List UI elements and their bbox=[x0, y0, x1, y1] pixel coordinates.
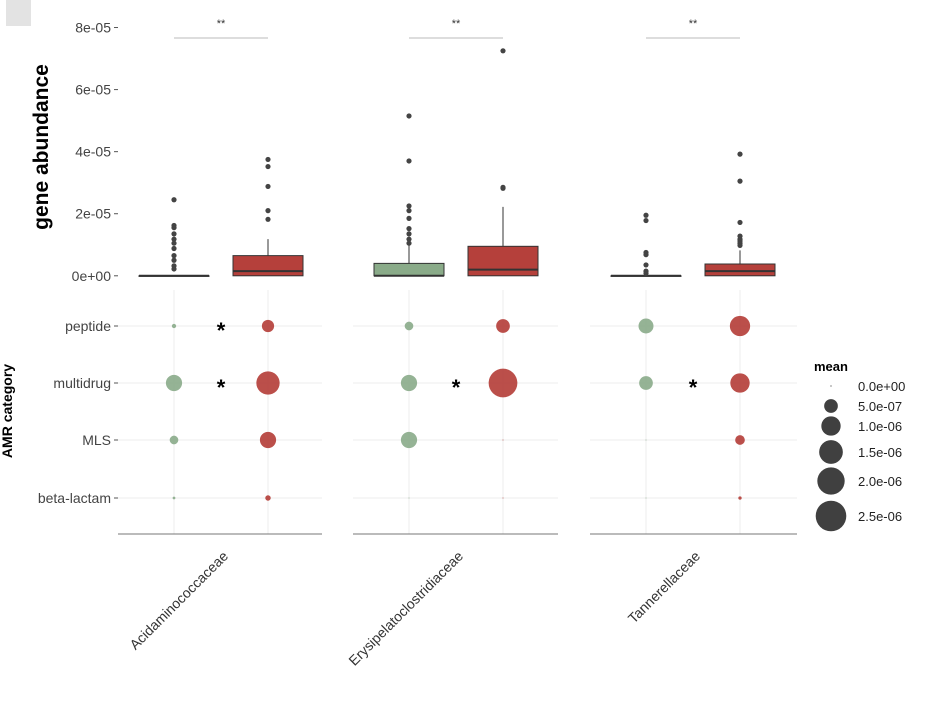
legend-bubble bbox=[819, 440, 843, 464]
box-outlier bbox=[406, 113, 412, 119]
bubble-point bbox=[256, 371, 280, 395]
bubble-point bbox=[502, 497, 504, 499]
box-outlier bbox=[406, 240, 412, 246]
family-xtick-label: Acidaminococcaceae bbox=[126, 548, 231, 653]
bubble-point bbox=[172, 496, 176, 500]
bubble-point bbox=[730, 373, 750, 393]
legend-label: 5.0e-07 bbox=[858, 399, 902, 414]
bubble-point bbox=[638, 318, 654, 334]
bubble-point bbox=[400, 431, 418, 449]
box-outlier bbox=[406, 236, 412, 242]
box-outlier bbox=[265, 156, 271, 163]
box-outlier bbox=[171, 245, 177, 252]
box-outlier bbox=[643, 270, 649, 276]
bubble-ytick-label: MLS bbox=[82, 432, 111, 448]
box-outlier bbox=[406, 226, 412, 232]
box-outlier bbox=[406, 208, 412, 214]
box-ylabel: gene abundance bbox=[30, 64, 53, 230]
box-outlier bbox=[171, 236, 177, 242]
bubble-point bbox=[645, 439, 647, 441]
legend-bubble bbox=[821, 416, 841, 436]
legend-label: 2.0e-06 bbox=[858, 474, 902, 489]
box-outlier bbox=[500, 48, 506, 54]
bubble-point bbox=[738, 496, 742, 500]
legend-bubble bbox=[815, 500, 847, 532]
bubble-point bbox=[165, 374, 183, 392]
box-ytick-label: 2e-05 bbox=[75, 206, 111, 222]
box-outlier bbox=[737, 219, 743, 226]
bubble-significance-star: * bbox=[217, 375, 226, 400]
legend-bubble bbox=[830, 385, 832, 387]
box-ytick-label: 4e-05 bbox=[75, 144, 111, 160]
bubble-point bbox=[404, 321, 414, 331]
bubble-significance-star: * bbox=[689, 375, 698, 400]
legend-label: 1.0e-06 bbox=[858, 419, 902, 434]
bubble-point bbox=[488, 368, 518, 398]
family-xtick-label: Erysipelatoclostridiaceae bbox=[345, 548, 466, 669]
bubble-point bbox=[735, 435, 745, 445]
bubble-ytick-label: peptide bbox=[65, 318, 111, 334]
bubble-point bbox=[169, 435, 179, 445]
box-ytick-label: 0e+00 bbox=[72, 268, 112, 284]
bubble-point bbox=[645, 497, 647, 499]
box-outlier bbox=[171, 266, 177, 272]
box-outlier bbox=[171, 253, 177, 259]
bubble-point bbox=[496, 319, 510, 333]
significance-label: ** bbox=[452, 18, 461, 30]
bubble-significance-star: * bbox=[217, 318, 226, 343]
bubble-point bbox=[171, 323, 177, 329]
legend-bubble bbox=[817, 467, 845, 495]
bubble-point bbox=[259, 431, 277, 449]
bubble-point bbox=[400, 374, 418, 392]
bubble-point bbox=[265, 495, 271, 501]
box-outlier bbox=[171, 240, 177, 246]
family-xtick-label: Tannerellaceae bbox=[625, 548, 704, 627]
box-ytick-label: 6e-05 bbox=[75, 82, 111, 98]
box-outlier bbox=[265, 183, 271, 190]
box-outlier bbox=[406, 203, 412, 209]
box-outlier bbox=[171, 257, 177, 263]
legend-label: 0.0e+00 bbox=[858, 379, 905, 394]
bubble-point bbox=[408, 497, 410, 499]
box-body bbox=[373, 262, 445, 277]
bubble-point bbox=[729, 315, 751, 337]
box-outlier bbox=[406, 215, 412, 221]
bubble-significance-star: * bbox=[452, 375, 461, 400]
box-outlier bbox=[265, 208, 271, 214]
significance-label: ** bbox=[689, 18, 698, 30]
box-ytick-label: 8e-05 bbox=[75, 20, 111, 36]
box-outlier bbox=[737, 178, 743, 184]
corner-box bbox=[6, 0, 31, 26]
box-outlier bbox=[643, 262, 649, 268]
significance-label: ** bbox=[217, 18, 226, 30]
box-outlier bbox=[643, 252, 649, 258]
box-outlier bbox=[737, 151, 743, 157]
bubble-point bbox=[502, 439, 504, 441]
legend-bubble bbox=[824, 399, 838, 413]
bubble-point bbox=[639, 376, 653, 390]
box-outlier bbox=[171, 197, 177, 203]
box-outlier bbox=[406, 231, 412, 237]
box-outlier bbox=[171, 225, 177, 231]
bubble-ytick-label: beta-lactam bbox=[38, 490, 111, 506]
legend-label: 2.5e-06 bbox=[858, 509, 902, 524]
box-outlier bbox=[265, 216, 271, 222]
bubble-ytick-label: multidrug bbox=[53, 375, 111, 391]
legend-label: 1.5e-06 bbox=[858, 445, 902, 460]
box-body bbox=[232, 255, 304, 277]
bubble-point bbox=[261, 319, 275, 333]
box-body bbox=[467, 245, 539, 277]
box-outlier bbox=[500, 185, 506, 191]
box-outlier bbox=[406, 158, 412, 164]
legend-title: mean bbox=[814, 359, 848, 374]
box-outlier bbox=[643, 212, 649, 218]
box-outlier bbox=[171, 231, 177, 237]
bubble-ylabel: AMR category bbox=[0, 364, 15, 458]
box-outlier bbox=[737, 242, 743, 248]
box-outlier bbox=[643, 217, 649, 224]
box-outlier bbox=[265, 163, 271, 170]
box-body bbox=[704, 263, 776, 277]
